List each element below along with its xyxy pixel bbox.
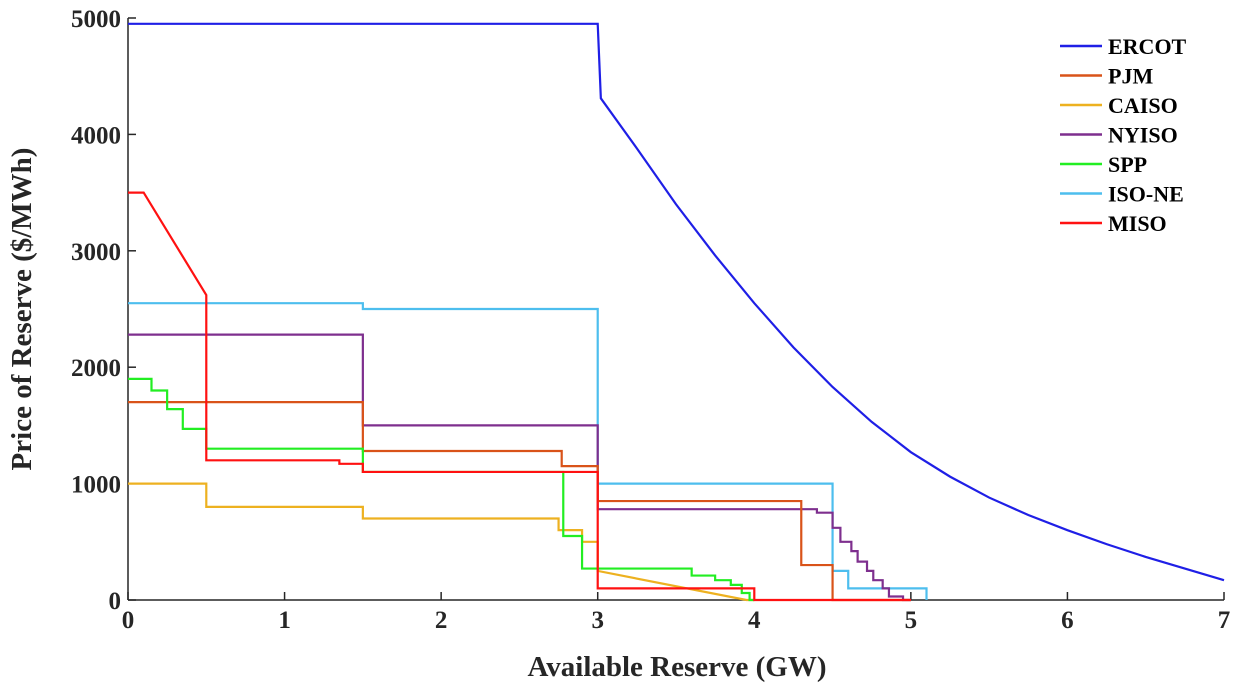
legend-label-ercot: ERCOT — [1108, 34, 1187, 59]
series-line-iso-ne — [128, 302, 928, 600]
legend-label-miso: MISO — [1108, 211, 1167, 236]
x-tick-label: 5 — [905, 607, 918, 634]
legend: ERCOT PJM CAISO NYISO SPP ISO-NE MISO — [1060, 34, 1187, 236]
legend-label-pjm: PJM — [1108, 64, 1153, 89]
x-tick-label: 4 — [748, 607, 761, 634]
series-line-nyiso — [128, 333, 911, 602]
x-tick-label: 2 — [435, 607, 448, 634]
y-axis-title: Price of Reserve ($/MWh) — [6, 148, 38, 471]
series-line-ercot — [128, 22, 1225, 582]
x-axis-title: Available Reserve (GW) — [527, 651, 826, 683]
series-line-spp — [128, 377, 755, 602]
x-tick-label: 3 — [591, 607, 604, 634]
x-tick-label: 0 — [122, 607, 135, 634]
legend-label-iso-ne: ISO-NE — [1108, 182, 1184, 207]
legend-label-nyiso: NYISO — [1108, 123, 1178, 148]
x-tick-label: 7 — [1218, 607, 1231, 634]
y-tick-label: 1000 — [71, 472, 121, 499]
axes: 0 1 2 3 4 5 6 7 0 1000 2000 3000 4000 5000 — [71, 6, 1230, 634]
y-tick-label: 4000 — [71, 122, 121, 149]
legend-label-spp: SPP — [1108, 152, 1147, 177]
x-tick-label: 6 — [1061, 607, 1074, 634]
y-tick-label: 3000 — [71, 239, 121, 266]
series-line-pjm — [128, 401, 911, 602]
series-line-miso — [128, 191, 911, 602]
x-tick-label: 1 — [278, 607, 291, 634]
y-tick-label: 0 — [109, 588, 122, 615]
series-layer — [128, 22, 1225, 602]
y-tick-label: 5000 — [71, 6, 121, 33]
legend-label-caiso: CAISO — [1108, 93, 1178, 118]
y-tick-label: 2000 — [71, 355, 121, 382]
